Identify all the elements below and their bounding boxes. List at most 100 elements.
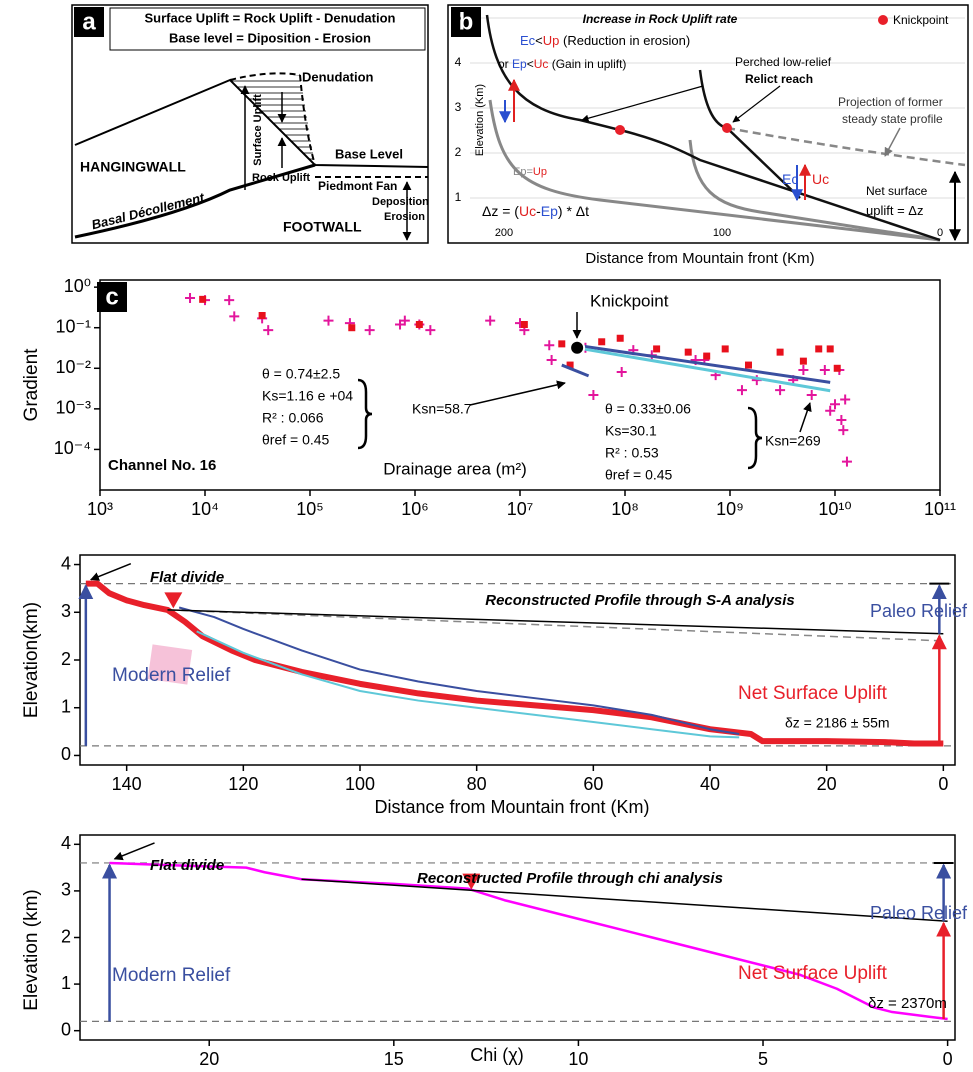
- annotation: Deposition: [372, 196, 429, 208]
- annotation-part: or: [498, 57, 512, 71]
- x-tick-label: 80: [467, 774, 487, 794]
- annotation-part: Uc: [519, 203, 536, 219]
- annotation: Rock Uplift: [252, 172, 310, 184]
- annotation-part: <: [527, 57, 534, 71]
- y-tick-label: 3: [61, 880, 71, 900]
- point: [616, 334, 624, 342]
- panel-label: b: [459, 8, 474, 35]
- arrow: [799, 402, 812, 433]
- profile: [488, 99, 941, 242]
- annotation-part: uplift = Δz: [866, 203, 923, 218]
- y-tick-label: 2: [61, 926, 71, 946]
- y-axis-label: Elevation (km): [21, 889, 42, 1010]
- x-tick-label: 120: [228, 774, 258, 794]
- x-tick-label: 10¹¹: [924, 499, 956, 519]
- point: [653, 345, 661, 353]
- annotation: FOOTWALL: [283, 219, 362, 235]
- annotation: Surface Uplift: [252, 94, 264, 166]
- series-line: [167, 609, 944, 642]
- y-tick-label: 5: [455, 10, 462, 24]
- point: [825, 405, 836, 416]
- x-tick-label: 40: [700, 774, 720, 794]
- dashed-surface: [229, 72, 301, 81]
- annotation: Paleo Relief: [870, 601, 968, 621]
- point: [684, 348, 692, 356]
- annotation-part: Uc: [534, 57, 549, 71]
- annotation: Erosion: [384, 211, 425, 223]
- y-axis-label: Elevation(km): [21, 602, 42, 718]
- annotation-part: Relict reach: [745, 72, 813, 86]
- annotation: δz = 2370m: [868, 995, 947, 1012]
- x-tick-label: 10⁷: [507, 499, 534, 519]
- series-line: [167, 609, 944, 635]
- annotation-part: Ec: [782, 171, 798, 187]
- series-line: [301, 878, 948, 922]
- panel-c-decor: [357, 312, 812, 470]
- arrow: [469, 380, 566, 406]
- topography: [74, 78, 429, 168]
- y-tick-label: 10⁰: [64, 276, 91, 296]
- annotation: Ec: [782, 171, 798, 187]
- x-tick-label: 20: [817, 774, 837, 794]
- x-tick-label: 10⁸: [611, 499, 639, 519]
- knickpoint: [722, 123, 732, 133]
- highlight-band: [147, 644, 193, 685]
- y-tick-label: 0: [61, 1019, 71, 1039]
- point: [399, 315, 410, 326]
- annotation: Perched low-relief: [735, 55, 832, 69]
- projection: [726, 126, 966, 167]
- x-tick-label: 100: [345, 774, 375, 794]
- knickpoint: [569, 339, 586, 356]
- y-tick-label: 0: [61, 744, 71, 764]
- panel-title: Increase in Rock Uplift rate: [583, 12, 738, 26]
- point: [263, 325, 274, 336]
- point: [258, 312, 266, 320]
- y-tick-label: 3: [61, 601, 71, 621]
- y-tick-label: 1: [61, 696, 71, 716]
- annotation-part: Ep=: [513, 166, 533, 178]
- annotation-part: -: [536, 203, 541, 219]
- annotation: Ep=Up: [513, 166, 547, 178]
- y-tick-label: 3: [455, 100, 462, 114]
- y-tick-label: 10⁻⁴: [54, 438, 91, 458]
- annotation: or Ep<Uc (Gain in uplift): [498, 57, 626, 71]
- point: [799, 357, 807, 365]
- annotation: Δz = (Uc-Ep) * Δt: [482, 203, 589, 219]
- plot-frame: [79, 554, 956, 766]
- series-line: [85, 580, 944, 747]
- header-text: Surface Uplift = Rock Uplift - Denudatio…: [145, 10, 396, 25]
- y-tick-label: 10⁻¹: [55, 316, 91, 336]
- annotation: steady state profile: [842, 112, 943, 126]
- y-tick-label: 10⁻³: [55, 398, 91, 418]
- annotation: Paleo Relief: [870, 903, 968, 923]
- annotation: Net Surface Uplift: [738, 963, 888, 984]
- point: [736, 385, 747, 396]
- y-tick-label: 1: [61, 973, 71, 993]
- annotation-part: Uc: [812, 171, 829, 187]
- x-tick-label: 15: [384, 1049, 404, 1067]
- point: [806, 389, 817, 400]
- brace: [747, 406, 763, 470]
- point: [744, 361, 752, 369]
- annotation: Net surface: [866, 184, 928, 198]
- annotation-part: Projection of former: [838, 95, 943, 109]
- x-tick-label: 60: [583, 774, 603, 794]
- arrow: [89, 562, 132, 581]
- annotation-part: (Reduction in erosion): [559, 33, 690, 48]
- brace: [357, 378, 373, 450]
- x-tick-label: 0: [943, 1049, 953, 1067]
- annotation: Channel No. 16: [108, 457, 216, 474]
- point: [425, 325, 436, 336]
- annotation-part: steady state profile: [842, 112, 943, 126]
- point: [840, 394, 851, 405]
- knickpoint: [615, 125, 625, 135]
- point: [229, 311, 240, 322]
- y-tick-label: 2: [455, 145, 462, 159]
- panel-label-box: [74, 7, 104, 37]
- point: [703, 352, 711, 360]
- series-line: [178, 606, 740, 735]
- annotation: Knickpoint: [590, 291, 669, 310]
- panel-label: a: [82, 8, 96, 35]
- header-text: Base level = Diposition - Erosion: [169, 30, 371, 45]
